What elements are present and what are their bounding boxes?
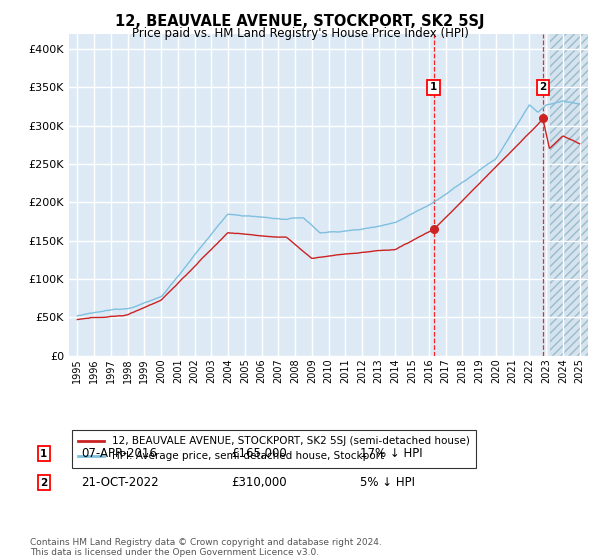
Text: 5% ↓ HPI: 5% ↓ HPI [360,476,415,489]
Text: £165,000: £165,000 [231,447,287,460]
Text: 17% ↓ HPI: 17% ↓ HPI [360,447,422,460]
Text: £310,000: £310,000 [231,476,287,489]
Text: 21-OCT-2022: 21-OCT-2022 [81,476,158,489]
Legend: 12, BEAUVALE AVENUE, STOCKPORT, SK2 5SJ (semi-detached house), HPI: Average pric: 12, BEAUVALE AVENUE, STOCKPORT, SK2 5SJ … [71,430,476,468]
Text: 1: 1 [430,82,437,92]
Bar [550,34,588,356]
Bar [550,34,588,356]
Text: 2: 2 [539,82,547,92]
Text: 1: 1 [40,449,47,459]
Text: 12, BEAUVALE AVENUE, STOCKPORT, SK2 5SJ: 12, BEAUVALE AVENUE, STOCKPORT, SK2 5SJ [115,14,485,29]
Text: Contains HM Land Registry data © Crown copyright and database right 2024.
This d: Contains HM Land Registry data © Crown c… [30,538,382,557]
Text: 07-APR-2016: 07-APR-2016 [81,447,157,460]
Text: Price paid vs. HM Land Registry's House Price Index (HPI): Price paid vs. HM Land Registry's House … [131,27,469,40]
Text: 2: 2 [40,478,47,488]
